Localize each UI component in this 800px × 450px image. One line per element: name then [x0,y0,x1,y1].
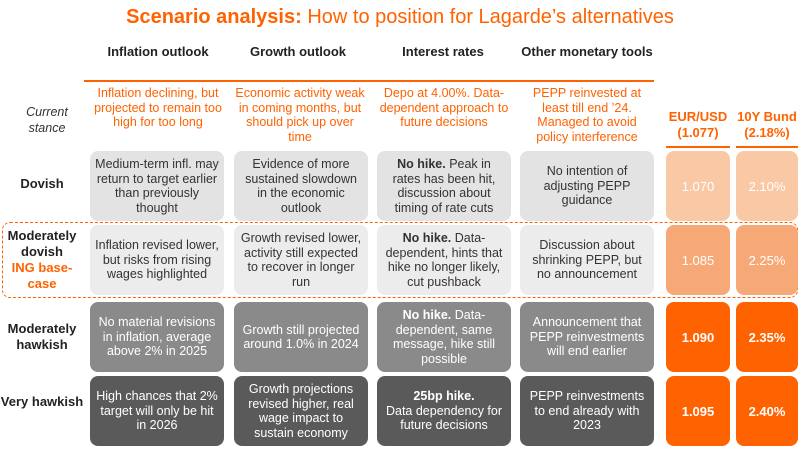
column-header-growth: Growth outlook [249,44,347,59]
eurusd-very-hawkish: 1.095 [666,376,730,446]
eurusd-mod-hawkish: 1.090 [666,302,730,372]
cell-very-hawkish-inflation: High chances that 2% target will only be… [90,376,224,446]
cell-dovish-inflation: Medium-term infl. may return to target e… [90,151,224,221]
cell-mod-dovish-growth: Growth revised lower, activity still exp… [234,225,368,295]
eurusd-dovish: 1.070 [666,151,730,221]
cell-dovish-growth: Evidence of more sustained slowdown in t… [234,151,368,221]
bund-header-value: (2.18%) [744,125,790,140]
cell-text: Discussion about shrinking PEPP, but no … [532,238,642,282]
cell-text: High chances that 2% target will only be… [96,389,218,433]
row-label-very-hawkish: Very hawkish [0,394,84,409]
cell-text: Data-dependent, same message, hike still… [392,308,496,366]
stance-other-tools: PEPP reinvested at least till end ’24. M… [532,86,642,144]
bund-rule [736,146,798,148]
bund-very-hawkish: 2.40% [736,376,798,446]
eurusd-rule [666,146,730,148]
current-stance-label: Current stance [26,105,68,135]
cell-text: No material revisions in inflation, aver… [98,315,216,359]
row-label-dovish: Dovish [20,176,64,191]
cell-text: Growth projections revised higher, real … [248,382,354,440]
ing-base-case-label: ING base-case [11,260,73,291]
header-divider [84,80,654,82]
cell-text: Evidence of more sustained slowdown in t… [245,157,357,215]
cell-mod-hawkish-other-tools: Announcement that PEPP reinvestments wil… [520,302,654,372]
cell-mod-dovish-inflation: Inflation revised lower, but risks from … [90,225,224,295]
cell-text: PEPP reinvestments to end already with 2… [529,389,645,433]
cell-bold: 25bp hike. [413,389,475,404]
title-rest: How to position for Lagarde’s alternativ… [307,6,674,28]
bund-mod-dovish: 2.25% [736,225,798,295]
cell-mod-hawkish-growth: Growth still projected around 1.0% in 20… [234,302,368,372]
cell-mod-dovish-rates: No hike. Data-dependent, hints that hike… [377,225,511,295]
stance-rates: Depo at 4.00%. Data-dependent approach t… [379,86,509,129]
cell-bold: No hike. [397,157,446,171]
cell-text: Inflation revised lower, but risks from … [95,238,219,282]
cell-very-hawkish-rates: 25bp hike. Data dependency for future dec… [377,376,511,446]
cell-text: Peak in rates has been hit, discussion a… [392,157,496,215]
bund-dovish: 2.10% [736,151,798,221]
cell-dovish-rates: No hike. Peak in rates has been hit, dis… [377,151,511,221]
cell-text: Announcement that PEPP reinvestments wil… [529,315,645,359]
eurusd-header-value: (1.077) [677,125,719,140]
stance-growth: Economic activity weak in coming months,… [235,86,365,144]
bund-header: 10Y Bund (2.18%) [734,109,800,141]
cell-text: Data dependency for future decisions [385,403,503,433]
cell-very-hawkish-other-tools: PEPP reinvestments to end already with 2… [520,376,654,446]
column-header-inflation: Inflation outlook [107,44,209,59]
cell-text: Medium-term infl. may return to target e… [95,157,219,215]
bund-header-name: 10Y Bund [737,109,797,124]
eurusd-header: EUR/USD (1.077) [664,109,732,141]
cell-very-hawkish-growth: Growth projections revised higher, real … [234,376,368,446]
row-label-text: Moderately dovish [7,228,77,259]
page-title: Scenario analysis: How to position for L… [0,6,800,29]
cell-mod-hawkish-rates: No hike. Data-dependent, same message, h… [377,302,511,372]
column-header-rates: Interest rates [402,44,484,59]
cell-dovish-other-tools: No intention of adjusting PEPP guidance [520,151,654,221]
column-header-other-tools: Other monetary tools [521,44,653,59]
cell-text: Data-dependent, hints that hike no longe… [385,231,503,289]
eurusd-header-name: EUR/USD [668,109,728,124]
row-label-moderately-dovish: Moderately dovish ING base-case [0,228,84,292]
cell-mod-hawkish-inflation: No material revisions in inflation, aver… [90,302,224,372]
cell-text: Growth revised lower, activity still exp… [240,231,362,289]
cell-text: No intention of adjusting PEPP guidance [543,164,631,208]
cell-bold: No hike. [402,308,452,322]
bund-mod-hawkish: 2.35% [736,302,798,372]
eurusd-mod-dovish: 1.085 [666,225,730,295]
cell-mod-dovish-other-tools: Discussion about shrinking PEPP, but no … [520,225,654,295]
title-bold: Scenario analysis: [126,6,302,28]
row-label-moderately-hawkish: Moderately hawkish [7,321,77,352]
stance-inflation: Inflation declining, but projected to re… [94,86,222,129]
cell-text: Growth still projected around 1.0% in 20… [242,322,360,352]
cell-bold: No hike. [402,231,452,245]
